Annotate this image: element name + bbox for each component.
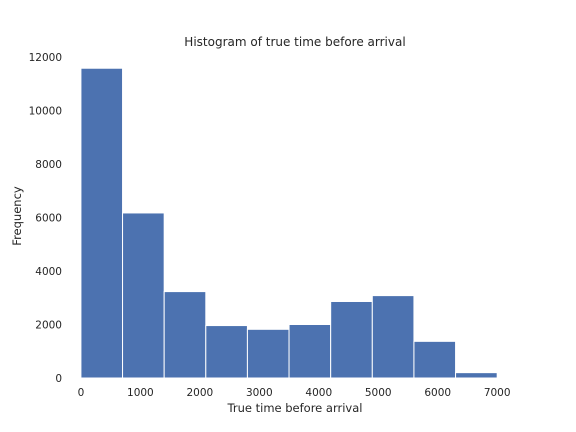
y-tick-label: 8000 bbox=[35, 159, 62, 171]
histogram-bar bbox=[123, 213, 165, 378]
x-tick-label: 5000 bbox=[365, 387, 392, 399]
y-tick-label: 2000 bbox=[35, 320, 62, 332]
histogram-bar bbox=[372, 296, 414, 378]
x-tick-label: 4000 bbox=[305, 387, 332, 399]
chart-title: Histogram of true time before arrival bbox=[184, 35, 405, 49]
x-tick-label: 3000 bbox=[246, 387, 273, 399]
y-tick-label: 12000 bbox=[29, 52, 62, 64]
y-tick-label: 10000 bbox=[29, 106, 62, 118]
histogram-bar bbox=[331, 301, 373, 378]
histogram-bar bbox=[164, 292, 206, 378]
y-tick-label: 6000 bbox=[35, 213, 62, 225]
y-axis-label: Frequency bbox=[10, 186, 24, 246]
x-tick-label: 0 bbox=[78, 387, 85, 399]
histogram-bar bbox=[414, 341, 456, 378]
histogram-bar bbox=[247, 329, 289, 378]
x-tick-label: 7000 bbox=[484, 387, 511, 399]
x-tick-label: 2000 bbox=[186, 387, 213, 399]
x-tick-label: 6000 bbox=[424, 387, 451, 399]
y-tick-label: 0 bbox=[55, 373, 62, 385]
histogram-bar bbox=[456, 373, 498, 378]
histogram-bar bbox=[81, 68, 123, 378]
histogram-bar bbox=[289, 325, 331, 379]
x-axis-label: True time before arrival bbox=[227, 401, 363, 415]
x-tick-label: 1000 bbox=[127, 387, 154, 399]
y-tick-label: 4000 bbox=[35, 266, 62, 278]
histogram-bar bbox=[206, 326, 248, 378]
